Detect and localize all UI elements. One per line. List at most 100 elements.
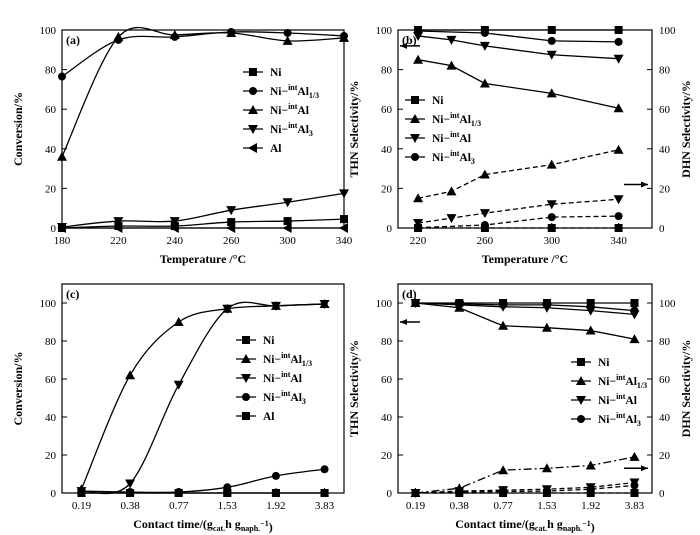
y-tick-label: 0: [51, 488, 57, 500]
plot-frame: [397, 283, 653, 494]
x-tick-label: 0.19: [72, 500, 92, 512]
data-point: [282, 198, 293, 208]
data-point: [546, 159, 557, 169]
legend-marker: [249, 87, 257, 95]
data-point: [547, 224, 556, 232]
series-line: [415, 302, 635, 312]
legend-label: Al: [263, 411, 275, 423]
series-0: [414, 26, 623, 34]
x-tick-label: 240: [167, 235, 184, 247]
data-point: [282, 223, 292, 233]
series-line: [417, 149, 619, 199]
data-point: [126, 489, 135, 497]
data-point: [271, 489, 280, 497]
data-point: [125, 370, 136, 380]
series-3: [414, 26, 623, 46]
data-point: [479, 169, 490, 179]
series-2: [413, 31, 624, 64]
y2-tick-label: 0: [659, 223, 665, 235]
data-point: [446, 35, 457, 45]
legend-item: Ni−intAl1/3: [236, 351, 312, 368]
panel-label: (a): [66, 33, 80, 47]
y-tick-label: 80: [381, 336, 393, 348]
legend-item: Ni: [405, 95, 444, 107]
data-point: [542, 489, 551, 497]
x-tick-label: 1.53: [537, 500, 557, 512]
legend-item: Ni−intAl: [243, 102, 309, 117]
data-point: [340, 215, 348, 224]
legend-marker: [242, 412, 250, 420]
data-point: [479, 41, 490, 51]
data-point: [498, 320, 509, 330]
data-point: [629, 334, 640, 344]
data-point: [541, 463, 552, 473]
y-tick-label: 40: [381, 144, 393, 156]
legend-item: Ni−intAl3: [243, 121, 313, 138]
data-point: [546, 50, 557, 60]
data-point: [546, 88, 557, 98]
y-tick-label: 20: [45, 183, 57, 195]
x-tick-label: 260: [477, 235, 494, 247]
legend-label: Ni−intAl3: [270, 121, 313, 138]
legend-marker: [248, 105, 258, 114]
y-tick-label: 60: [381, 104, 393, 116]
legend-item: Ni−intAl: [405, 130, 471, 145]
data-point: [613, 103, 624, 113]
y-tick-label: 40: [45, 144, 57, 156]
series-7: [411, 489, 639, 497]
data-point: [547, 213, 556, 222]
series-4: [410, 451, 640, 497]
y-tick-label: 100: [40, 298, 57, 310]
legend-label: Ni−intAl1/3: [270, 83, 319, 100]
legend-label: Ni: [598, 357, 610, 369]
y2-tick-label: 60: [659, 374, 671, 386]
x-tick-label: 0.38: [450, 500, 470, 512]
data-point: [169, 29, 180, 39]
y-tick-label: 60: [45, 104, 57, 116]
series-3: [411, 299, 639, 315]
y-tick-label: 40: [381, 412, 393, 424]
series-line: [418, 30, 619, 43]
data-point: [270, 301, 281, 311]
series-4: [413, 144, 624, 203]
x-tick-label: 1.92: [581, 500, 600, 512]
data-point: [498, 465, 509, 475]
series-3: [57, 189, 349, 233]
x-tick-label: 180: [54, 235, 71, 247]
data-point: [479, 209, 490, 219]
series-0: [58, 215, 348, 232]
data-point: [614, 224, 623, 232]
data-point: [499, 300, 508, 309]
x-axis-label: Contact time/(gcat.h gnaph.−1): [133, 517, 272, 534]
legend-item: Al: [243, 143, 282, 155]
y-axis-label: THN Selectivity/%: [347, 81, 361, 178]
y-tick-label: 80: [45, 336, 57, 348]
data-point: [411, 489, 420, 497]
chart-panel-d: 0 0 20 20 40 40 60 60 80 80 100 100 0.19 0.38 0.77 1.53…: [347, 283, 693, 534]
legend-item: Ni−intAl3: [571, 411, 641, 428]
series-line: [415, 302, 635, 316]
x-tick-label: 220: [110, 235, 127, 247]
x-tick-label: 340: [336, 235, 353, 247]
y2-axis-label: DHN Selectivity/%: [679, 80, 693, 178]
y2-axis-label: DHN Selectivity/%: [679, 340, 693, 438]
right-arrow-head: [641, 181, 648, 188]
data-point: [455, 489, 464, 497]
legend-marker: [576, 376, 586, 385]
legend-marker: [410, 114, 420, 123]
y2-tick-label: 20: [659, 183, 671, 195]
data-point: [319, 299, 330, 309]
data-point: [413, 31, 424, 41]
legend-marker: [249, 68, 257, 76]
legend-label: Ni−intAl1/3: [432, 111, 481, 128]
x-tick-label: 300: [543, 235, 560, 247]
y2-tick-label: 40: [659, 144, 671, 156]
y-axis-label: THN Selectivity/%: [347, 340, 361, 437]
legend-marker: [241, 374, 251, 383]
legend-marker: [410, 134, 420, 143]
chart-panel-a: 0 20 40 60 80 100 180 220 240 260 300 340 (a) Tempera…: [11, 25, 353, 266]
legend-item: Ni: [243, 67, 282, 79]
legend-item: Ni−intAl1/3: [571, 373, 647, 390]
data-point: [446, 60, 457, 70]
